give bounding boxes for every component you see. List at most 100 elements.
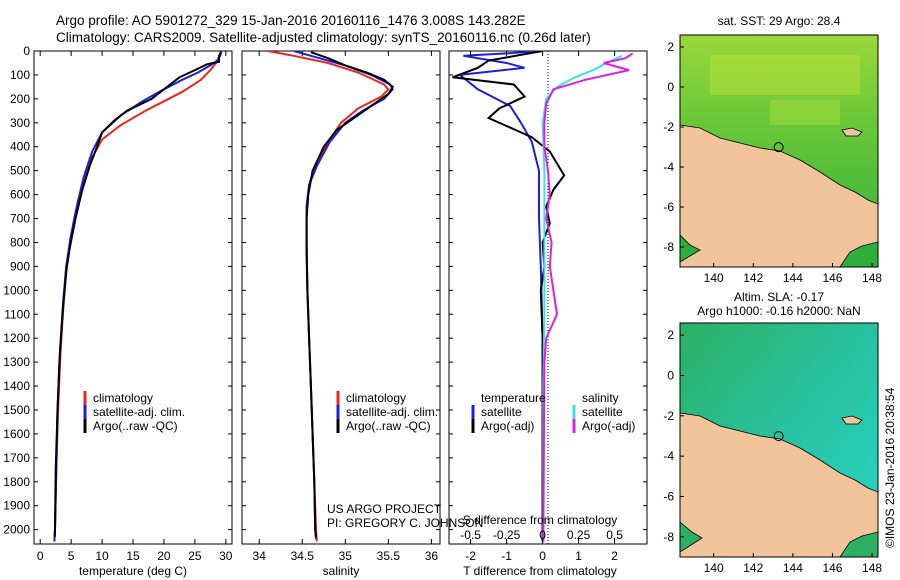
temperature-xlabel: temperature (deg C) (79, 564, 187, 578)
legend-label-satellite: satellite-adj. clim. (93, 405, 185, 419)
legend-label-t-satellite: satellite (481, 405, 522, 419)
sla-map-frame (679, 322, 879, 558)
legend-label-argo: Argo(..raw -QC) (93, 419, 178, 433)
y-tick-label: 0 (23, 44, 30, 58)
sst-island (841, 127, 863, 137)
sst-map-axes: 140 142 144 146 148 2 0 -2 -4 -6 -8 (663, 40, 882, 285)
map-y-tick-label: 0 (667, 80, 674, 94)
sst-land-mass (680, 124, 878, 267)
x-tick-label: 5 (68, 549, 75, 563)
y-tick-label: 1000 (3, 283, 30, 297)
x-tick-label: 20 (157, 549, 171, 563)
sla-island (841, 415, 863, 425)
sst-map-frame (679, 34, 879, 268)
map-y-tick-label: -8 (663, 240, 674, 254)
x-tick-label: 34 (253, 549, 267, 563)
difference-legend: temperature salinity satellite Argo(-adj… (471, 391, 635, 433)
series-line-argo-raw-qc- (305, 51, 395, 537)
pi-annotation: PI: GREGORY C. JOHNSON (327, 516, 483, 530)
x-tick-label: 35.5 (377, 549, 401, 563)
project-annotation: US ARGO PROJECT (327, 502, 442, 516)
map-y-tick-label: 2 (667, 328, 674, 342)
map-x-tick-label: 140 (704, 561, 724, 575)
legend-label-s-satellite: satellite (582, 405, 623, 419)
x-tick-label: 10 (95, 549, 109, 563)
salinity-series (267, 51, 395, 542)
y-tick-label: 1700 (3, 451, 30, 465)
sst-warm-patch (770, 100, 840, 125)
y-tick-label: 1300 (3, 355, 30, 369)
map-y-tick-label: -4 (663, 160, 674, 174)
sst-profile-marker (773, 142, 784, 153)
y-tick-label: 900 (10, 259, 30, 273)
sst-warm-band (710, 55, 860, 95)
map-x-tick-label: 144 (783, 271, 803, 285)
sst-map-title: sat. SST: 29 Argo: 28.4 (718, 14, 841, 28)
x-tick-label: 0 (37, 549, 44, 563)
sla-map-subtitle: Argo h1000: -0.16 h2000: NaN (697, 304, 860, 318)
map-y-tick-label: -2 (663, 409, 674, 423)
x-tick-label: 2 (611, 549, 618, 563)
map-y-tick-label: 0 (667, 368, 674, 382)
s-diff-tick-label: 0.25 (567, 528, 591, 542)
map-y-tick-label: -2 (663, 120, 674, 134)
series-line-argo-raw-qc- (53, 51, 223, 537)
map-x-tick-label: 146 (822, 561, 842, 575)
y-tick-label: 100 (10, 68, 30, 82)
temperature-panel (33, 50, 233, 545)
temperature-series (53, 51, 223, 542)
legend-title-temperature: temperature (481, 391, 546, 405)
series-line-temperature-satellite (457, 51, 544, 542)
legend-label-climatology: climatology (93, 391, 153, 405)
sla-map-title: Altim. SLA: -0.17 (734, 290, 824, 304)
map-y-tick-label: -8 (663, 530, 674, 544)
legend-label-satellite: satellite-adj. clim. (346, 405, 438, 419)
copyright-stamp: ©IMOS 23-Jan-2016 20:38:54 (883, 387, 897, 548)
series-line-salinity-satellite (541, 54, 623, 542)
sla-western-coast (680, 521, 703, 553)
y-tick-label: 200 (10, 92, 30, 106)
y-tick-label: 800 (10, 235, 30, 249)
legend-label-t-argo: Argo(-adj) (481, 419, 534, 433)
sla-profile-marker (773, 431, 784, 442)
s-diff-xlabel: S difference from climatology (463, 513, 618, 527)
x-tick-label: 30 (219, 549, 233, 563)
y-tick-label: 300 (10, 116, 30, 130)
y-tick-label: 1100 (4, 307, 30, 321)
y-tick-label: 600 (10, 188, 30, 202)
salinity-panel (241, 50, 441, 545)
s-diff-tick-label: -0.5 (460, 528, 481, 542)
legend-label-s-argo: Argo(-adj) (582, 419, 635, 433)
y-tick-label: 400 (10, 140, 30, 154)
map-x-tick-label: 140 (704, 271, 724, 285)
map-x-tick-label: 144 (783, 561, 803, 575)
salinity-xlabel: salinity (323, 564, 360, 578)
y-tick-label: 1400 (3, 379, 30, 393)
header-subtitle: Climatology: CARS2009. Satellite-adjuste… (56, 30, 591, 45)
map-x-tick-label: 142 (743, 561, 763, 575)
sst-map (680, 35, 878, 267)
sla-southern-coast (839, 531, 878, 557)
x-tick-label: -2 (465, 549, 476, 563)
map-x-tick-label: 146 (822, 271, 842, 285)
difference-series (452, 51, 634, 542)
sla-map-axes: 140 142 144 146 148 2 0 -2 -4 -6 -8 (663, 328, 882, 575)
y-tick-label: 1200 (3, 331, 30, 345)
legend-label-climatology: climatology (346, 391, 406, 405)
x-tick-label: 25 (188, 549, 202, 563)
y-tick-label: 500 (10, 164, 30, 178)
sst-western-coast (680, 234, 701, 263)
x-tick-label: 36 (425, 549, 439, 563)
map-y-tick-label: -6 (663, 200, 674, 214)
header-title: Argo profile: AO 5901272_329 15-Jan-2016… (56, 13, 526, 28)
y-tick-label: 1800 (3, 475, 30, 489)
x-tick-label: -1 (501, 549, 512, 563)
y-tick-label: 1900 (3, 499, 30, 513)
sla-land-mass (680, 412, 878, 557)
s-diff-tick-label: 0 (539, 528, 546, 542)
chart-axes: 0 5 10 15 20 25 300100200300400500600700800900… (3, 44, 647, 563)
map-y-tick-label: -6 (663, 489, 674, 503)
map-x-tick-label: 142 (743, 271, 763, 285)
s-diff-tick-label: 0.5 (606, 528, 623, 542)
